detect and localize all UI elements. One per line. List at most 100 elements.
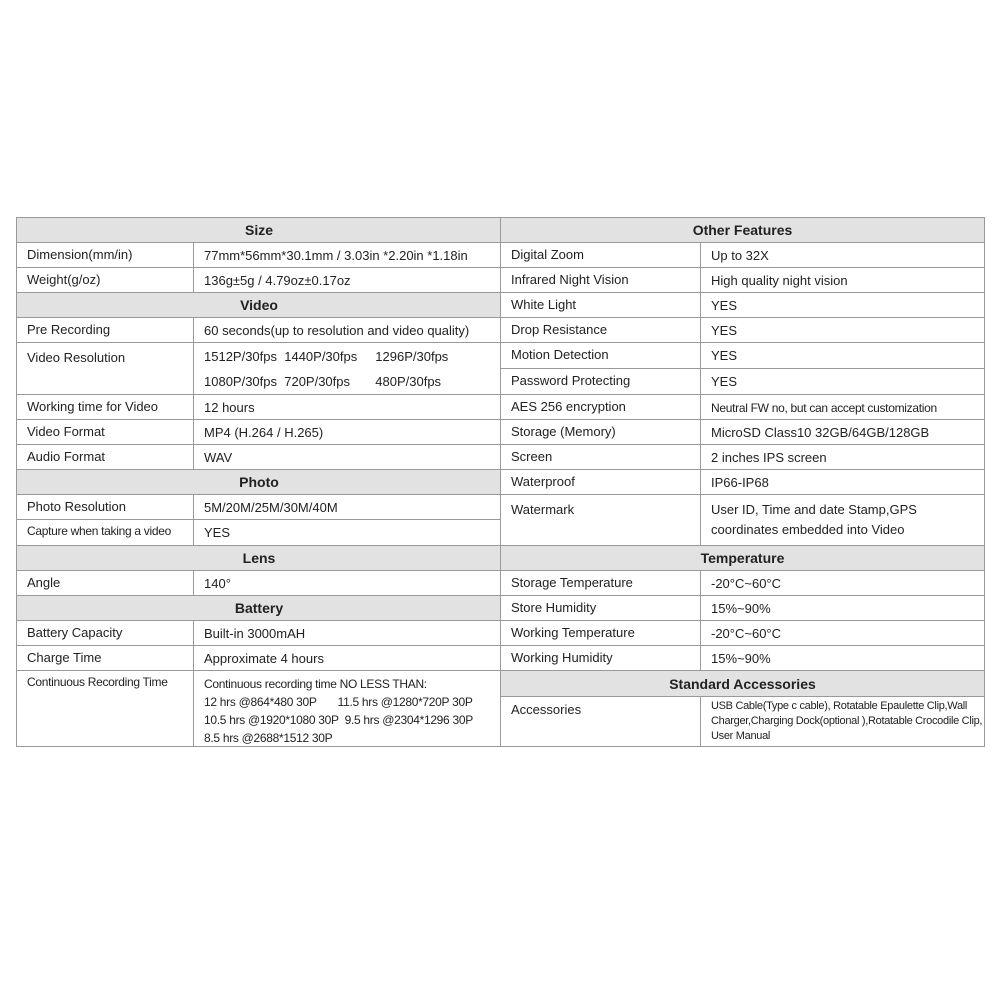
row-label: Waterproof	[501, 470, 701, 494]
row-label: Pre Recording	[17, 318, 194, 342]
table-row: Video Resolution 1512P/30fps 1440P/30fps …	[17, 343, 501, 395]
row-value: IP66-IP68	[711, 475, 769, 490]
value-line: Charger,Charging Dock(optional ),Rotatab…	[711, 715, 983, 727]
value-line: 8.5 hrs @2688*1512 30P	[204, 731, 333, 745]
row-value: YES	[711, 298, 738, 313]
row-value: High quality night vision	[711, 273, 848, 288]
table-row: Storage (Memory) MicroSD Class10 32GB/64G…	[501, 420, 984, 445]
table-row: Dimension(mm/in) 77mm*56mm*30.1mm / 3.03i…	[17, 243, 501, 268]
row-label: Storage (Memory)	[501, 420, 701, 444]
value-line: 12 hrs @864*480 30P 11.5 hrs @1280*720P …	[204, 695, 473, 709]
table-row: Audio Format WAV	[17, 445, 501, 470]
table-row: Capture when taking a video YES	[17, 520, 501, 546]
row-value: 60 seconds(up to resolution and video qu…	[204, 323, 470, 338]
row-value: 1512P/30fps 1440P/30fps 1296P/30fps 1080P…	[194, 343, 501, 394]
row-label: Weight(g/oz)	[17, 268, 194, 292]
table-row: Storage Temperature -20°C~60°C	[501, 571, 984, 596]
value-line: 1512P/30fps 1440P/30fps 1296P/30fps	[204, 349, 449, 364]
row-label: Video Format	[17, 420, 194, 444]
value-line: USB Cable(Type c cable), Rotatable Epaul…	[711, 700, 968, 712]
row-label: Photo Resolution	[17, 495, 194, 519]
row-value: MP4 (H.264 / H.265)	[204, 425, 324, 440]
section-header-other-features: Other Features	[501, 218, 984, 243]
row-value: 77mm*56mm*30.1mm / 3.03in *2.20in *1.18i…	[204, 248, 468, 263]
section-header-temperature: Temperature	[501, 546, 984, 571]
table-row: Working Temperature -20°C~60°C	[501, 621, 984, 646]
row-label: Angle	[17, 571, 194, 595]
row-label: Dimension(mm/in)	[17, 243, 194, 267]
table-row: Accessories USB Cable(Type c cable), Rota…	[501, 697, 984, 747]
row-value: -20°C~60°C	[711, 576, 782, 591]
table-row: Pre Recording 60 seconds(up to resolution…	[17, 318, 501, 343]
row-value: 140°	[204, 576, 231, 591]
row-label: Accessories	[501, 697, 701, 746]
row-label: Motion Detection	[501, 343, 701, 368]
value-line: Continuous recording time NO LESS THAN:	[204, 677, 427, 691]
row-label: Infrared Night Vision	[501, 268, 701, 292]
table-row: Watermark User ID, Time and date Stamp,GP…	[501, 495, 984, 546]
row-value: YES	[711, 374, 738, 389]
row-label: Continuous Recording Time	[17, 671, 194, 746]
section-header-photo: Photo	[17, 470, 501, 495]
table-row: Working Humidity 15%~90%	[501, 646, 984, 671]
section-header-lens: Lens	[17, 546, 501, 571]
table-row: Photo Resolution 5M/20M/25M/30M/40M	[17, 495, 501, 520]
section-header-battery: Battery	[17, 596, 501, 621]
table-row: White Light YES	[501, 293, 984, 318]
row-value: Neutral FW no, but can accept customizat…	[711, 401, 937, 415]
table-row: Weight(g/oz) 136g±5g / 4.79oz±0.17oz	[17, 268, 501, 293]
row-value: WAV	[204, 450, 233, 465]
table-row: Battery Capacity Built-in 3000mAH	[17, 621, 501, 646]
row-value: USB Cable(Type c cable), Rotatable Epaul…	[701, 697, 984, 746]
table-row: AES 256 encryption Neutral FW no, but can…	[501, 395, 984, 420]
row-label: Capture when taking a video	[17, 520, 194, 545]
row-label: Charge Time	[17, 646, 194, 670]
row-label: Digital Zoom	[501, 243, 701, 267]
value-line: 1080P/30fps 720P/30fps 480P/30fps	[204, 374, 442, 389]
value-line: User ID, Time and date Stamp,GPS	[711, 502, 917, 517]
row-value: 15%~90%	[711, 601, 771, 616]
row-value: 12 hours	[204, 400, 255, 415]
row-label: Drop Resistance	[501, 318, 701, 342]
row-value: Continuous recording time NO LESS THAN: 1…	[194, 671, 501, 746]
table-row: Infrared Night Vision High quality night …	[501, 268, 984, 293]
row-label: White Light	[501, 293, 701, 317]
section-header-video: Video	[17, 293, 501, 318]
table-row: Store Humidity 15%~90%	[501, 596, 984, 621]
table-row: Digital Zoom Up to 32X	[501, 243, 984, 268]
section-header-size: Size	[17, 218, 501, 243]
table-row: Angle 140°	[17, 571, 501, 596]
row-value: MicroSD Class10 32GB/64GB/128GB	[711, 425, 930, 440]
row-label: Password Protecting	[501, 369, 701, 394]
row-value: User ID, Time and date Stamp,GPS coordina…	[701, 495, 984, 545]
row-label: Working Humidity	[501, 646, 701, 670]
row-label: Watermark	[501, 495, 701, 545]
row-value: 15%~90%	[711, 651, 771, 666]
spec-table-right: Other Features Digital Zoom Up to 32X Inf…	[500, 217, 985, 747]
row-label: AES 256 encryption	[501, 395, 701, 419]
row-label: Store Humidity	[501, 596, 701, 620]
value-line: 10.5 hrs @1920*1080 30P 9.5 hrs @2304*12…	[204, 713, 473, 727]
row-value: Approximate 4 hours	[204, 651, 324, 666]
row-value: 2 inches IPS screen	[711, 450, 827, 465]
row-label: Working Temperature	[501, 621, 701, 645]
row-label: Battery Capacity	[17, 621, 194, 645]
row-value: 136g±5g / 4.79oz±0.17oz	[204, 273, 351, 288]
table-row: Screen 2 inches IPS screen	[501, 445, 984, 470]
table-row: Video Format MP4 (H.264 / H.265)	[17, 420, 501, 445]
row-value: YES	[711, 323, 738, 338]
table-row: Charge Time Approximate 4 hours	[17, 646, 501, 671]
table-row: Drop Resistance YES	[501, 318, 984, 343]
row-value: YES	[204, 525, 231, 540]
table-row: Working time for Video 12 hours	[17, 395, 501, 420]
value-line: User Manual	[711, 730, 771, 742]
table-row: Waterproof IP66-IP68	[501, 470, 984, 495]
row-value: Up to 32X	[711, 248, 769, 263]
row-label: Screen	[501, 445, 701, 469]
row-value: Built-in 3000mAH	[204, 626, 306, 641]
row-label: Working time for Video	[17, 395, 194, 419]
section-header-standard-accessories: Standard Accessories	[501, 671, 984, 697]
table-row: Continuous Recording Time Continuous reco…	[17, 671, 501, 747]
row-label: Storage Temperature	[501, 571, 701, 595]
row-value: 5M/20M/25M/30M/40M	[204, 500, 338, 515]
